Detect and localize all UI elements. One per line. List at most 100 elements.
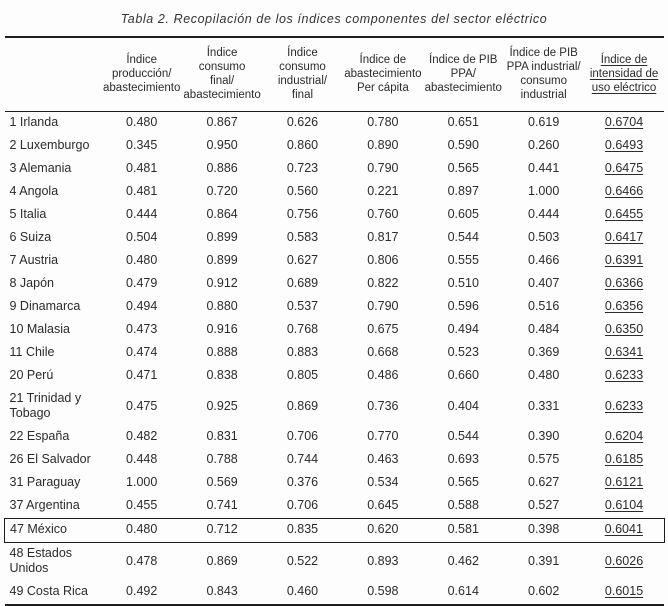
cell-value: 0.768	[286, 322, 319, 336]
cell-value: 0.867	[206, 115, 238, 129]
table-caption: Tabla 2. Recopilación de los índices com…	[120, 12, 548, 26]
cell-value: 0.869	[206, 553, 238, 568]
column-header-indice-pib-ppa-industrial-consumo-industrial: Índice de PIB PPA industrial/ consumo in…	[503, 37, 584, 112]
cell-value: 0.575	[528, 452, 560, 466]
cell-value: 1.000	[126, 475, 158, 489]
table-row: 26 El Salvador 0.448 0.788 0.744 0.463 0.693 0…	[5, 449, 665, 472]
cell-value: 0.523	[447, 345, 479, 359]
cell-value: 0.492	[126, 584, 158, 598]
table-row: 2 Luxemburgo 0.345 0.950 0.860 0.890 0.590 0.2…	[5, 135, 665, 158]
cell-value: 0.605	[447, 207, 479, 221]
cell-value: 0.899	[206, 253, 238, 267]
cell-value: 0.888	[206, 345, 238, 359]
cell-value: 0.626	[286, 115, 319, 129]
cell-value: 0.555	[447, 253, 479, 267]
cell-value: 0.689	[286, 276, 319, 290]
cell-value: 0.925	[206, 398, 238, 413]
cell-value: 0.620	[342, 518, 424, 543]
table-row: 10 Malasia 0.473 0.916 0.768 0.675 0.494 0.484…	[5, 319, 665, 342]
cell-value: 0.890	[367, 138, 399, 152]
row-label: 5 Italia	[9, 207, 47, 221]
cell-value: 0.537	[286, 299, 319, 313]
cell-value: 0.581	[423, 518, 504, 543]
row-label: 1 Irlanda	[9, 115, 59, 129]
cell-value: 0.480	[101, 518, 182, 543]
column-header-indice-abastecimiento-per-capita: Índice de abastecimiento Per cápita	[342, 37, 424, 112]
cell-value: 0.6204	[604, 429, 644, 443]
cell-value: 0.466	[528, 253, 560, 267]
cell-value: 0.596	[447, 299, 479, 313]
cell-value: 0.6341	[604, 345, 644, 359]
cell-value: 0.463	[367, 452, 399, 466]
cell-value: 0.473	[126, 322, 158, 336]
row-label: 4 Angola	[9, 184, 59, 198]
cell-value: 0.899	[206, 230, 238, 244]
cell-value: 0.569	[206, 475, 238, 489]
cell-value: 0.376	[286, 475, 319, 489]
cell-value: 0.369	[528, 345, 560, 359]
cell-value: 0.474	[126, 345, 158, 359]
cell-value: 0.822	[367, 276, 399, 290]
cell-value: 0.390	[528, 429, 560, 443]
cell-value: 0.480	[126, 115, 158, 129]
cell-value: 0.651	[447, 115, 479, 129]
table-row: 48 Estados Unidos 0.478 0.869 0.522 0.893 0.4…	[5, 543, 665, 582]
table-row: 22 España 0.482 0.831 0.706 0.770 0.544 0.390 0…	[5, 426, 665, 449]
column-header-indice-produccion-abastecimiento: Índice producción/ abastecimiento	[101, 37, 182, 112]
column-header-indice-intensidad-uso-electrico: Índice de intensidad de uso eléctrico	[583, 37, 665, 112]
cell-value: 0.480	[528, 368, 560, 382]
cell-value: 0.583	[286, 230, 319, 244]
cell-value: 0.479	[126, 276, 158, 290]
cell-value: 0.886	[206, 161, 238, 175]
cell-value: 0.6391	[604, 253, 644, 267]
cell-value: 0.756	[286, 207, 319, 221]
cell-value: 0.860	[286, 138, 319, 152]
cell-value: 0.480	[126, 253, 158, 267]
cell-value: 0.6475	[604, 161, 644, 175]
cell-value: 0.602	[528, 584, 560, 598]
cell-value: 0.627	[528, 475, 560, 489]
cell-value: 0.221	[367, 184, 399, 198]
cell-value: 0.260	[528, 138, 560, 152]
cell-value: 0.6233	[604, 398, 644, 413]
cell-value: 0.534	[367, 475, 399, 489]
row-label: 6 Suiza	[9, 230, 52, 244]
cell-value: 0.544	[447, 429, 479, 443]
cell-value: 0.706	[286, 429, 319, 443]
cell-value: 0.407	[528, 276, 560, 290]
table-row: 20 Perú 0.471 0.838 0.805 0.486 0.660 0.480 0.6…	[5, 365, 665, 388]
row-label: 20 Perú	[9, 368, 54, 382]
row-label: 37 Argentina	[9, 498, 80, 512]
cell-value: 0.455	[126, 498, 158, 512]
cell-value: 0.706	[286, 498, 319, 512]
row-label: 47 México	[4, 518, 102, 543]
table-row: 5 Italia 0.444 0.864 0.756 0.760 0.605 0.444 0.…	[5, 204, 665, 227]
table-row: 3 Alemania 0.481 0.886 0.723 0.790 0.565 0.441…	[5, 158, 665, 181]
cell-value: 0.482	[126, 429, 158, 443]
cell-value: 0.693	[447, 452, 479, 466]
row-label: 3 Alemania	[9, 161, 72, 175]
cell-value: 0.441	[528, 161, 560, 175]
table-row: 31 Paraguay 1.000 0.569 0.376 0.534 0.565 0.62…	[5, 472, 665, 495]
cell-value: 0.565	[447, 475, 479, 489]
header-row: Índice producción/ abastecimiento Índice …	[4, 37, 665, 112]
table-row: 21 Trinidad y Tobago 0.475 0.925 0.869 0.736…	[5, 388, 665, 426]
cell-value: 0.345	[126, 138, 158, 152]
row-label: 2 Luxemburgo	[9, 138, 90, 152]
cell-value: 0.806	[367, 253, 399, 267]
cell-value: 0.869	[286, 398, 319, 413]
cell-value: 0.660	[447, 368, 479, 382]
cell-value: 0.736	[367, 398, 399, 413]
cell-value: 0.6356	[604, 299, 644, 313]
cell-value: 0.916	[206, 322, 238, 336]
cell-value: 0.817	[367, 230, 399, 244]
cell-value: 0.760	[367, 207, 399, 221]
cell-value: 0.744	[286, 452, 319, 466]
cell-value: 0.544	[447, 230, 479, 244]
cell-value: 0.590	[447, 138, 479, 152]
cell-value: 0.950	[206, 138, 238, 152]
cell-value: 0.471	[126, 368, 158, 382]
row-label: 9 Dinamarca	[9, 299, 81, 313]
cell-value: 0.494	[126, 299, 158, 313]
cell-value: 0.831	[206, 429, 238, 443]
